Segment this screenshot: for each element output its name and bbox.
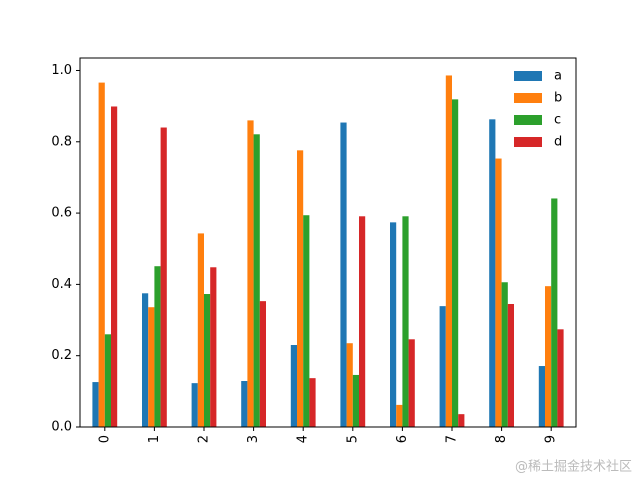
legend-label: a xyxy=(554,69,562,84)
bar xyxy=(495,158,502,427)
bar xyxy=(452,99,459,428)
x-tick-label: 0 xyxy=(97,435,112,443)
legend-label: d xyxy=(554,135,562,150)
bar xyxy=(210,267,217,427)
bar xyxy=(408,339,415,427)
bar xyxy=(501,282,508,427)
bar xyxy=(191,383,198,427)
y-tick-label: 0.6 xyxy=(51,206,72,221)
bar xyxy=(340,122,347,428)
bar xyxy=(160,127,167,428)
bar xyxy=(104,334,111,427)
bar xyxy=(309,378,316,427)
bar xyxy=(253,134,260,427)
bar xyxy=(439,306,446,427)
legend-swatch xyxy=(514,71,542,81)
x-tick-label: 2 xyxy=(197,435,212,443)
bar xyxy=(148,307,155,427)
bar xyxy=(247,120,254,428)
legend-label: c xyxy=(554,113,561,128)
bar xyxy=(352,374,359,427)
bar xyxy=(142,293,149,427)
bar xyxy=(241,381,248,427)
bar xyxy=(259,301,266,427)
watermark: @稀土掘金技术社区 xyxy=(515,459,632,475)
bar xyxy=(303,215,310,427)
bar xyxy=(445,75,452,427)
bar xyxy=(396,404,403,427)
bar xyxy=(545,286,552,427)
y-tick-label: 0.4 xyxy=(51,277,72,292)
x-tick-label: 1 xyxy=(147,435,162,443)
legend-swatch xyxy=(514,137,542,147)
y-tick-label: 0.2 xyxy=(51,348,72,363)
bar xyxy=(297,150,304,428)
bar xyxy=(197,233,204,427)
bar xyxy=(204,294,211,427)
bar xyxy=(359,216,366,427)
bar xyxy=(111,106,118,428)
bar xyxy=(507,304,514,427)
bar xyxy=(346,343,353,427)
axes-frame xyxy=(79,57,577,428)
legend-swatch xyxy=(514,93,542,103)
bar xyxy=(489,119,496,427)
x-tick-label: 9 xyxy=(544,435,559,443)
bar xyxy=(551,198,558,427)
bar xyxy=(390,222,397,427)
x-tick-label: 8 xyxy=(494,435,509,443)
y-tick-label: 0.0 xyxy=(51,420,72,435)
x-tick-label: 5 xyxy=(345,435,360,443)
x-tick-label: 4 xyxy=(296,435,311,443)
legend-swatch xyxy=(514,115,542,125)
bar xyxy=(557,329,564,427)
bar xyxy=(154,266,161,427)
legend-label: b xyxy=(554,91,562,106)
bar xyxy=(98,82,105,427)
bar xyxy=(290,345,297,427)
bar xyxy=(458,414,465,427)
y-tick-label: 0.8 xyxy=(51,134,72,149)
bar xyxy=(402,216,409,427)
bar xyxy=(538,366,545,427)
x-tick-label: 7 xyxy=(445,435,460,443)
bar xyxy=(92,382,99,427)
x-tick-label: 6 xyxy=(395,435,410,443)
x-tick-label: 3 xyxy=(246,435,261,443)
y-tick-label: 1.0 xyxy=(51,63,72,78)
